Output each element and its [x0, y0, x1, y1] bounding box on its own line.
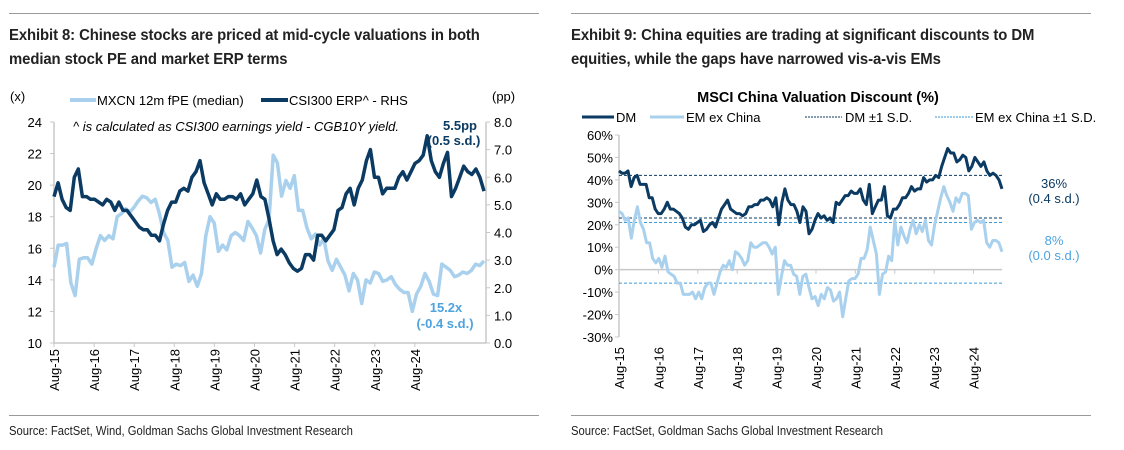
y-tick-label: 20% [587, 218, 613, 233]
pe-annotation-value: 15.2x [430, 300, 463, 315]
bottom-divider [9, 415, 539, 416]
right-y-tick-label: 2.0 [494, 281, 512, 296]
y-tick-label: -20% [583, 308, 614, 323]
x-tick-label: Aug-17 [127, 349, 142, 391]
exhibit-8-chart: 10 12 14 16 18 20 22 24 0.0 1.0 2.0 3.0 4.0 5.0 6.0 7.0… [10, 89, 515, 391]
exhibit-8-title: Exhibit 8: Chinese stocks are priced at … [9, 27, 480, 68]
left-axis-unit: (x) [10, 89, 25, 104]
erp-series-line [52, 134, 486, 273]
x-tick-label: Aug-17 [691, 347, 706, 389]
legend-label-pe: MXCN 12m fPE (median) [97, 93, 244, 108]
dm-annotation-sd: (0.4 s.d.) [1028, 191, 1079, 206]
x-tick-label: Aug-16 [651, 347, 666, 389]
legend-label-em-sd: EM ex China ±1 S.D. [975, 110, 1096, 125]
x-tick-label: Aug-15 [612, 347, 627, 389]
left-y-tick-label: 12 [28, 304, 42, 319]
right-y-tick-label: 1.0 [494, 308, 512, 323]
right-y-tick-label: 8.0 [494, 115, 512, 130]
x-tick-label: Aug-19 [207, 349, 222, 391]
exhibit-9-source: Source: FactSet, Goldman Sachs Global In… [571, 424, 884, 438]
x-tick-label: Aug-24 [408, 349, 423, 391]
right-y-tick-label: 5.0 [494, 198, 512, 213]
y-tick-label: 0% [594, 263, 613, 278]
y-tick-label: 10% [587, 240, 613, 255]
x-tick-label: Aug-22 [328, 349, 343, 391]
right-y-tick-label: 6.0 [494, 170, 512, 185]
legend-label-dm-sd: DM ±1 S.D. [845, 110, 912, 125]
exhibit-9-panel: Exhibit 9: China equities are trading at… [562, 0, 1124, 450]
top-divider [9, 13, 539, 14]
left-y-tick-label: 22 [28, 147, 42, 162]
x-tick-label: Aug-19 [770, 347, 785, 389]
top-divider [571, 13, 1091, 14]
x-tick-label: Aug-24 [967, 347, 982, 389]
x-tick-label: Aug-16 [87, 349, 102, 391]
y-tick-label: -30% [583, 330, 614, 345]
x-tick-label: Aug-21 [848, 347, 863, 389]
y-tick-label: 60% [587, 128, 613, 143]
right-axis-unit: (pp) [492, 89, 515, 104]
x-tick-label: Aug-15 [47, 349, 62, 391]
dm-series-line [618, 147, 1004, 236]
right-y-tick-label: 7.0 [494, 143, 512, 158]
bottom-divider [571, 415, 1091, 416]
x-tick-label: Aug-18 [167, 349, 182, 391]
chart-title: MSCI China Valuation Discount (%) [697, 90, 939, 106]
y-tick-label: 50% [587, 150, 613, 165]
exhibit-9-title: Exhibit 9: China equities are trading at… [571, 27, 1035, 68]
left-y-tick-label: 16 [28, 241, 42, 256]
y-tick-label: 30% [587, 195, 613, 210]
em-annotation-sd: (0.0 s.d.) [1028, 248, 1079, 263]
x-tick-label: Aug-23 [927, 347, 942, 389]
pe-annotation-sd: (-0.4 s.d.) [416, 316, 473, 331]
exhibit-9-chart: MSCI China Valuation Discount (%) DM EM ex… [582, 90, 1096, 389]
exhibit-8-source: Source: FactSet, Wind, Goldman Sachs Glo… [9, 424, 353, 438]
y-tick-label: -10% [583, 285, 614, 300]
left-y-tick-label: 18 [28, 210, 42, 225]
left-y-tick-label: 20 [28, 178, 42, 193]
x-tick-label: Aug-20 [248, 349, 263, 391]
erp-annotation-value: 5.5pp [443, 118, 477, 133]
x-tick-label: Aug-22 [888, 347, 903, 389]
right-y-tick-label: 0.0 [494, 336, 512, 351]
x-tick-label: Aug-20 [809, 347, 824, 389]
left-y-tick-label: 14 [28, 273, 42, 288]
exhibit-8-panel: Exhibit 8: Chinese stocks are priced at … [0, 0, 560, 450]
left-y-tick-label: 24 [28, 115, 42, 130]
x-tick-label: Aug-18 [730, 347, 745, 389]
em-series-line [618, 185, 1004, 319]
erp-annotation-sd: (0.5 s.d.) [428, 133, 481, 148]
dm-annotation-value: 36% [1041, 176, 1067, 191]
pe-series-line [52, 153, 486, 314]
y-tick-label: 40% [587, 173, 613, 188]
legend-label-erp: CSI300 ERP^ - RHS [289, 93, 408, 108]
em-annotation-value: 8% [1045, 233, 1064, 248]
left-y-tick-label: 10 [28, 336, 42, 351]
x-tick-label: Aug-23 [368, 349, 383, 391]
legend-label-dm: DM [616, 110, 636, 125]
calculation-note: ^ is calculated as CSI300 earnings yield… [73, 119, 399, 134]
x-tick-label: Aug-21 [288, 349, 303, 391]
right-y-tick-label: 4.0 [494, 226, 512, 241]
right-y-tick-label: 3.0 [494, 253, 512, 268]
legend-label-em: EM ex China [686, 110, 761, 125]
